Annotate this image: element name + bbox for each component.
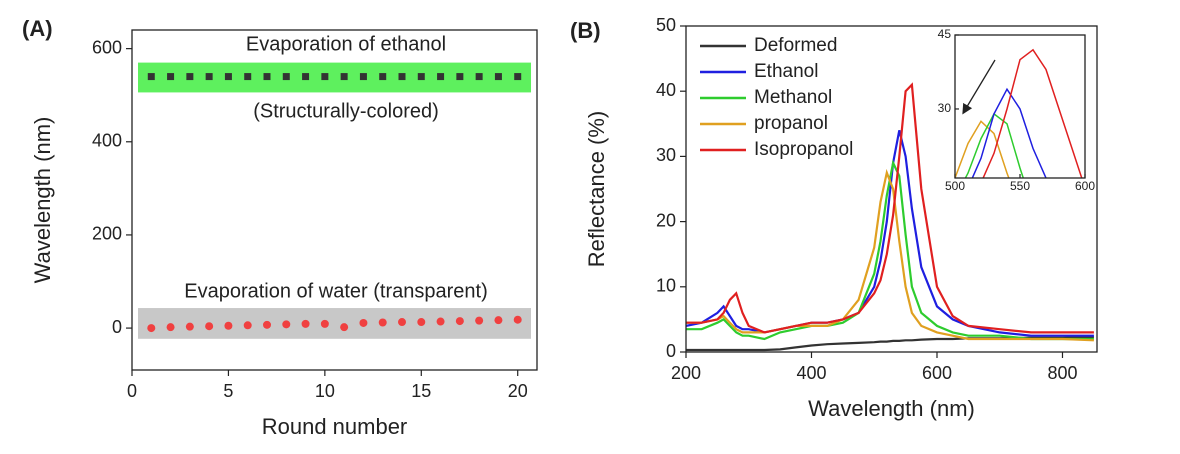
x-tick-label: 20	[508, 381, 528, 401]
x-tick-label: 550	[1010, 179, 1030, 193]
y-tick-label: 600	[92, 37, 122, 57]
x-tick-label: 600	[922, 363, 952, 383]
point	[436, 317, 445, 326]
point	[167, 73, 175, 81]
line	[964, 112, 1025, 178]
point	[243, 321, 252, 330]
point	[301, 319, 310, 328]
point	[263, 73, 271, 81]
point	[456, 73, 464, 81]
line	[686, 335, 1094, 352]
annotation: Evaporation of water (transparent)	[184, 280, 488, 302]
line	[686, 82, 1094, 334]
point	[359, 73, 367, 81]
frame	[954, 34, 1086, 179]
point	[417, 73, 425, 81]
point	[166, 323, 175, 332]
point	[263, 320, 271, 329]
x-axis-label: Wavelength (nm)	[808, 396, 975, 421]
line	[686, 168, 1094, 342]
x-tick-label: 200	[671, 363, 701, 383]
x-tick-label: 0	[127, 381, 137, 401]
x-tick-label: 500	[945, 179, 965, 193]
line	[982, 48, 1083, 178]
legend-label: propanol	[754, 113, 828, 134]
point	[494, 316, 503, 325]
point	[321, 73, 329, 81]
y-tick-label: 0	[666, 341, 676, 361]
legend-label: Methanol	[754, 87, 832, 108]
point	[205, 322, 214, 331]
point	[514, 73, 522, 81]
y-tick-label: 30	[938, 101, 952, 115]
point	[282, 320, 291, 329]
y-axis-label: Reflectance (%)	[584, 111, 609, 268]
x-tick-label: 400	[796, 363, 826, 383]
point	[379, 73, 387, 81]
point	[417, 318, 426, 327]
y-tick-label: 10	[656, 276, 676, 296]
point	[475, 316, 484, 325]
plot-area	[686, 82, 1094, 352]
y-tick-label: 30	[656, 145, 676, 165]
point	[455, 317, 464, 326]
x-tick-label: 10	[315, 381, 335, 401]
point	[437, 73, 445, 81]
y-tick-label: 20	[656, 210, 676, 230]
y-tick-label: 400	[92, 131, 122, 151]
y-tick-label: 40	[656, 80, 676, 100]
point	[282, 73, 290, 81]
panel-label: (A)	[22, 16, 53, 41]
panel-label: (B)	[570, 18, 601, 43]
point	[475, 73, 483, 81]
band	[138, 308, 531, 339]
point	[205, 73, 213, 81]
y-tick-label: 45	[938, 27, 952, 41]
plot-area	[147, 73, 522, 333]
point	[378, 318, 387, 327]
point	[224, 73, 232, 81]
point	[244, 73, 252, 81]
point	[320, 319, 329, 328]
line	[686, 159, 1094, 341]
y-tick-label: 200	[92, 224, 122, 244]
point	[186, 73, 194, 81]
point	[147, 73, 155, 81]
frame	[131, 29, 538, 371]
x-tick-label: 5	[223, 381, 233, 401]
x-tick-label: 800	[1047, 363, 1077, 383]
annotation: Evaporation of ethanol	[246, 33, 446, 55]
point	[340, 73, 348, 81]
point	[224, 321, 233, 330]
line	[955, 120, 1010, 178]
x-tick-label: 600	[1075, 179, 1095, 193]
point	[359, 318, 368, 327]
x-tick-label: 15	[411, 381, 431, 401]
y-axis-label: Wavelength (nm)	[30, 117, 55, 284]
point	[398, 73, 406, 81]
legend-label: Ethanol	[754, 61, 818, 82]
x-axis-label: Round number	[262, 414, 408, 439]
legend-label: Deformed	[754, 35, 837, 56]
frame	[685, 25, 1098, 353]
band	[138, 62, 531, 93]
line	[971, 87, 1047, 178]
annotation: (Structurally-colored)	[253, 100, 439, 122]
point	[494, 73, 502, 81]
point	[185, 322, 194, 331]
y-tick-label: 50	[656, 15, 676, 35]
point	[513, 315, 522, 324]
legend-label: Isopropanol	[754, 139, 853, 160]
trend-arrow	[962, 59, 996, 115]
line	[686, 130, 1094, 337]
point	[302, 73, 310, 81]
point	[340, 323, 349, 332]
plot-area	[955, 48, 1083, 178]
point	[147, 324, 156, 333]
point	[398, 318, 406, 327]
y-tick-label: 0	[112, 317, 122, 337]
